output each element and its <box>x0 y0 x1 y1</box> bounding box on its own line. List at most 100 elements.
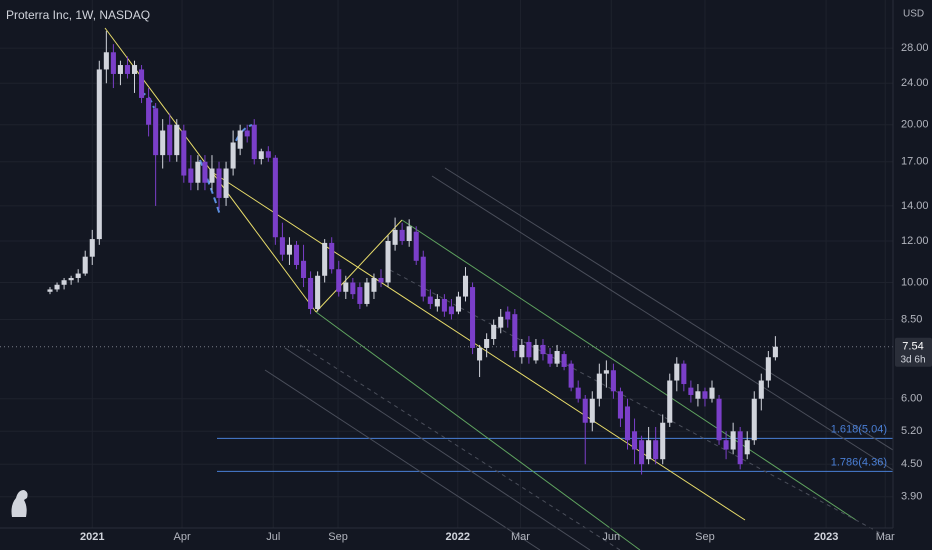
price-tag-value: 7.54 <box>902 341 923 353</box>
candle-body <box>385 240 391 283</box>
candle-body <box>519 344 525 358</box>
candle-body <box>554 351 560 364</box>
x-tick-label: Jul <box>266 531 280 543</box>
logo-icon <box>11 490 28 517</box>
candle-body <box>667 380 673 423</box>
candle-body <box>688 387 694 395</box>
candle-body <box>646 440 652 460</box>
candle-body <box>329 242 335 270</box>
candle-body <box>371 277 377 292</box>
candle-body <box>117 65 123 74</box>
candle-body <box>723 440 729 450</box>
candle-body <box>392 229 398 245</box>
x-tick-label: Sep <box>695 531 715 543</box>
candle-body <box>174 124 180 156</box>
candle-body <box>89 239 95 257</box>
candle-body <box>308 277 314 310</box>
candle-body <box>103 52 109 70</box>
candle-body <box>110 52 116 74</box>
candle-body <box>533 344 539 361</box>
candle-body <box>561 354 567 367</box>
candle-body <box>434 299 440 307</box>
candle-body <box>441 299 447 312</box>
level-label: 1.618(5.04) <box>831 423 887 435</box>
candle-body <box>195 161 201 183</box>
marks <box>47 30 778 475</box>
channel-line <box>431 175 894 471</box>
candle-body <box>462 275 469 297</box>
candle-body <box>54 284 60 290</box>
y-tick-label: 20.00 <box>901 119 929 131</box>
y-tick-label: 4.50 <box>901 458 922 470</box>
price-tag <box>895 337 932 367</box>
candle-body <box>709 387 715 399</box>
currency: USD <box>903 9 924 20</box>
candle-body <box>160 130 166 156</box>
candle-body <box>131 65 138 74</box>
candle-body <box>448 306 454 315</box>
candle-body <box>272 157 278 238</box>
candle-body <box>406 226 412 241</box>
candle-body <box>399 229 405 241</box>
candle-body <box>526 341 532 358</box>
candle-body <box>498 316 504 328</box>
candle-body <box>315 275 321 310</box>
candle-body <box>301 260 307 278</box>
candle-body <box>491 324 497 340</box>
x-tick-label: 2023 <box>814 531 838 543</box>
candle-body <box>751 398 757 441</box>
x-tick-label: Sep <box>328 531 348 543</box>
channel-line <box>389 269 894 541</box>
candle-body <box>216 168 222 198</box>
candle-body <box>674 363 680 381</box>
candle-body <box>744 440 750 455</box>
candle-body <box>575 387 581 399</box>
candle-body <box>96 69 102 240</box>
y-tick-label: 5.20 <box>901 425 922 437</box>
candle-body <box>547 354 553 364</box>
candle-body <box>716 398 722 441</box>
candle-body <box>202 161 208 183</box>
candle-body <box>596 373 602 399</box>
trend-line <box>315 219 403 313</box>
channel-line <box>315 311 641 550</box>
candle-body <box>470 287 476 348</box>
candle-body <box>251 124 257 160</box>
candle-body <box>702 391 708 399</box>
candle-body <box>209 168 215 183</box>
candle-body <box>589 398 595 423</box>
candle-body <box>343 282 349 292</box>
channel-line <box>444 167 894 451</box>
candle-body <box>639 440 645 465</box>
candle-body <box>286 244 292 255</box>
candle-body <box>624 406 631 441</box>
y-tick-label: 6.00 <box>901 393 922 405</box>
candle-body <box>772 346 778 358</box>
candle-body <box>695 391 701 399</box>
candle-body <box>568 363 574 388</box>
drawings <box>104 27 894 550</box>
y-tick-label: 10.00 <box>901 276 929 288</box>
candle-body <box>660 422 666 460</box>
y-tick-label: 17.00 <box>901 156 929 168</box>
candle-body <box>610 370 616 392</box>
candle-body <box>124 65 131 74</box>
channel-line <box>264 369 541 550</box>
x-tick-label: Jun <box>602 531 620 543</box>
x-tick-label: 2021 <box>80 531 104 543</box>
candle-body <box>82 256 88 274</box>
candle-body <box>455 296 462 312</box>
candle-body <box>603 370 609 374</box>
trend-line <box>211 171 746 521</box>
candle-body <box>68 277 74 281</box>
candle-body <box>258 151 264 160</box>
channel-line <box>284 347 591 550</box>
y-tick-label: 24.00 <box>901 77 929 89</box>
candle-body <box>364 282 370 304</box>
candle-body <box>167 124 173 156</box>
candle-body <box>765 357 771 381</box>
x-tick-label: Mar <box>511 531 530 543</box>
candle-body <box>357 287 363 304</box>
level-label: 1.786(4.36) <box>831 456 887 468</box>
candle-body <box>61 280 67 285</box>
